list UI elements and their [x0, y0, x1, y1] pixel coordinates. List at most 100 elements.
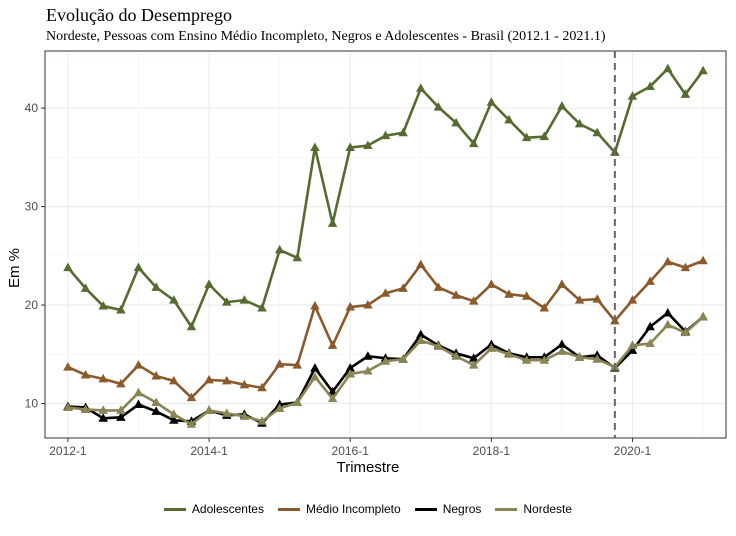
- data-point-1: [327, 340, 338, 349]
- data-point-3: [451, 351, 461, 360]
- chart-subtitle: Nordeste, Pessoas com Ensino Médio Incom…: [46, 29, 606, 44]
- x-tick-label: 2018-1: [473, 444, 511, 458]
- data-point-3: [663, 319, 673, 329]
- data-point-0: [416, 83, 426, 92]
- data-point-1: [186, 392, 197, 402]
- data-point-1: [504, 289, 514, 298]
- data-point-0: [221, 297, 232, 306]
- x-tick-label: 2020-1: [614, 444, 652, 458]
- x-tick-label: 2014-1: [190, 444, 228, 458]
- data-point-3: [133, 387, 144, 397]
- data-point-3: [486, 343, 497, 352]
- data-point-0: [468, 138, 479, 148]
- data-point-0: [451, 117, 461, 127]
- data-point-1: [116, 378, 126, 388]
- x-axis-label: Trimestre: [336, 459, 400, 476]
- data-point-1: [257, 382, 267, 392]
- data-point-0: [521, 132, 532, 142]
- data-point-2: [98, 413, 108, 422]
- data-point-0: [239, 295, 250, 304]
- x-tick-label: 2016-1: [332, 444, 370, 458]
- data-point-1: [274, 359, 285, 368]
- data-point-3: [627, 340, 638, 349]
- data-point-2: [310, 363, 320, 372]
- data-point-3: [433, 341, 444, 350]
- legend-key-medio-incompleto: [277, 507, 300, 511]
- data-point-0: [274, 244, 285, 254]
- data-point-0: [698, 65, 708, 75]
- data-point-1: [398, 283, 408, 292]
- data-point-0: [627, 91, 638, 100]
- legend-key-nordeste: [495, 507, 518, 511]
- data-point-2: [627, 345, 638, 354]
- data-point-0: [63, 262, 73, 272]
- data-point-0: [327, 218, 338, 227]
- legend-item-negros: Negros: [414, 502, 481, 516]
- data-point-0: [433, 102, 444, 111]
- data-point-0: [398, 127, 408, 137]
- legend-label: Nordeste: [523, 502, 573, 516]
- legend: Adolescentes Médio Incompleto Negros Nor…: [0, 502, 736, 516]
- data-point-3: [292, 397, 303, 407]
- data-point-3: [363, 366, 373, 375]
- data-point-2: [557, 339, 567, 348]
- data-point-0: [645, 81, 655, 90]
- y-tick-label: 30: [25, 200, 39, 214]
- data-point-2: [663, 307, 673, 317]
- data-point-3: [521, 355, 532, 364]
- y-tick-label: 10: [25, 397, 39, 411]
- data-point-1: [433, 282, 444, 291]
- data-point-3: [645, 338, 655, 347]
- data-point-2: [169, 415, 179, 424]
- data-point-0: [257, 303, 267, 312]
- data-point-1: [363, 300, 373, 309]
- data-point-2: [416, 329, 426, 339]
- data-point-3: [221, 408, 232, 417]
- legend-label: Médio Incompleto: [305, 502, 401, 516]
- data-point-0: [292, 252, 303, 262]
- data-point-1: [468, 296, 479, 305]
- data-point-0: [310, 142, 320, 152]
- data-point-0: [204, 279, 214, 288]
- data-point-1: [98, 373, 108, 383]
- data-point-0: [680, 89, 691, 98]
- data-point-3: [468, 360, 479, 369]
- data-point-0: [98, 301, 108, 310]
- data-point-2: [116, 412, 126, 421]
- data-point-1: [204, 374, 214, 384]
- data-point-3: [698, 311, 708, 321]
- data-point-1: [416, 259, 426, 269]
- data-point-3: [416, 335, 426, 345]
- data-point-3: [204, 405, 214, 414]
- data-point-0: [663, 63, 673, 73]
- legend-key-negros: [414, 507, 437, 511]
- data-point-3: [574, 352, 585, 361]
- data-point-0: [186, 321, 197, 331]
- data-point-1: [345, 302, 355, 311]
- chart-title: Evolução do Desemprego: [46, 5, 232, 25]
- series-line-1: [67, 259, 704, 399]
- data-point-1: [592, 294, 602, 303]
- data-point-0: [363, 140, 373, 150]
- data-point-1: [663, 256, 673, 266]
- legend-item-medio-incompleto: Médio Incompleto: [277, 502, 401, 516]
- data-point-2: [468, 353, 479, 362]
- data-point-0: [133, 262, 144, 272]
- data-point-0: [80, 283, 91, 292]
- data-point-1: [63, 362, 73, 371]
- data-point-1: [451, 290, 461, 299]
- data-point-1: [486, 279, 497, 288]
- data-point-2: [345, 363, 355, 372]
- data-point-1: [680, 262, 691, 272]
- data-point-1: [574, 295, 585, 304]
- data-point-1: [539, 303, 550, 312]
- legend-key-adolescentes: [163, 507, 186, 511]
- y-tick-label: 20: [25, 298, 39, 312]
- data-point-0: [380, 130, 391, 140]
- data-point-3: [557, 346, 567, 355]
- data-point-3: [327, 393, 338, 403]
- legend-item-nordeste: Nordeste: [495, 502, 572, 516]
- plot-panel-border: [44, 50, 727, 439]
- legend-item-adolescentes: Adolescentes: [163, 502, 264, 516]
- data-point-3: [310, 371, 320, 381]
